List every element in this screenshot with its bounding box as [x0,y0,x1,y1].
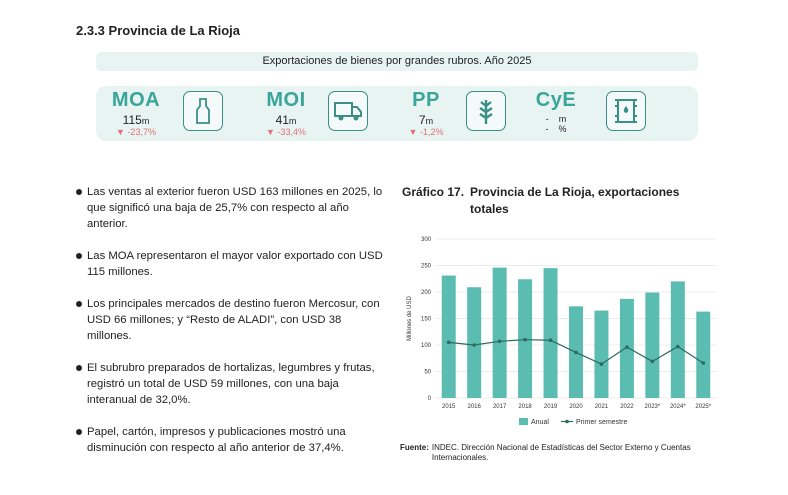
x-tick-label: 2021 [595,404,609,410]
list-item: Las MOA representaron el mayor valor exp… [76,248,386,280]
bar-2017 [492,267,507,398]
card-value: - m [545,114,567,124]
bottle-icon [183,91,223,131]
bullet-list: Las ventas al exterior fueron USD 163 mi… [76,184,386,472]
card-cye: CyE - m - % [521,86,591,134]
point-2018 [523,337,527,342]
card-value: 7m [418,113,434,127]
y-tick-label: 100 [421,343,432,349]
export-summary-cards: MOA 115m ▼ -23,7% MOI 41m ▼ -33,4% PP 7m… [96,86,698,141]
card-code: MOA [111,89,161,111]
list-item: El subrubro preparados de hortalizas, le… [76,360,386,408]
point-2015 [446,340,451,345]
x-tick-label: 2023* [645,404,661,410]
chart-title: Gráfico 17. Provincia de La Rioja, export… [402,185,680,216]
x-tick-label: 2017 [493,404,507,410]
list-item: Papel, cartón, impresos y publicaciones … [76,424,386,456]
card-value: 41m [275,113,297,127]
banner-title: Exportaciones de bienes por grandes rubr… [96,52,698,71]
bar-2025* [696,311,711,398]
x-tick-label: 2025* [695,404,711,410]
card-code: MOI [266,89,306,111]
list-item: Las ventas al exterior fueron USD 163 mi… [76,184,386,232]
point-2023* [650,359,655,364]
truck-icon [328,91,368,131]
chart-source: Fuente: INDEC. Dirección Nacional de Esta… [400,443,691,462]
x-tick-label: 2016 [468,404,482,410]
list-item: Los principales mercados de destino fuer… [76,296,386,344]
legend-swatch-point [565,419,569,424]
point-2016 [472,343,476,347]
chart: 0 50 100 150 200 250 300 Millones de USD 2015 201… [407,237,716,426]
card-code: PP [412,89,440,111]
x-tick-label: 2020 [569,404,583,410]
oil-barrel-icon [606,91,646,131]
x-tick-label: 2022 [620,404,634,410]
point-2024* [676,344,680,349]
card-value: 115m [122,113,150,127]
point-2019 [548,338,553,343]
y-tick-label: 200 [421,290,432,296]
card-change: - % [545,124,567,134]
bar-2023* [645,292,660,398]
x-tick-label: 2024* [670,404,686,410]
wheat-icon [466,91,506,131]
point-2022 [625,345,629,349]
x-tick-label: 2018 [518,404,532,410]
y-tick-label: 150 [421,317,432,323]
bar-2019 [543,268,558,398]
point-2020 [574,350,578,355]
card-change: ▼ -23,7% [116,127,156,137]
bar-2016 [467,287,482,398]
card-change: ▼ -33,4% [266,127,306,137]
bar-2015 [441,275,456,398]
y-tick-label: 300 [421,237,432,243]
legend-label-anual: Anual [531,419,549,426]
card-code: CyE [535,89,577,111]
card-change: ▼ -1,2% [408,127,444,137]
legend-label-primer-semestre: Primer semestre [576,419,627,426]
point-2017 [497,339,502,344]
x-tick-label: 2019 [544,404,558,410]
y-tick-label: 50 [424,370,431,376]
bar-2021 [594,310,609,398]
point-2021 [599,362,604,366]
card-moi: MOI 41m ▼ -33,4% [251,86,321,137]
card-pp: PP 7m ▼ -1,2% [391,86,461,137]
section-title: 2.3.3 Provincia de La Rioja [76,23,241,38]
bar-2024* [670,281,685,398]
y-tick-label: 250 [421,264,432,270]
y-axis-label: Millones de USD [407,295,413,340]
x-tick-label: 2015 [442,404,456,410]
card-moa: MOA 115m ▼ -23,7% [101,86,171,137]
point-2025* [701,361,706,365]
legend-swatch-anual [519,418,528,425]
y-tick-label: 0 [428,396,432,402]
